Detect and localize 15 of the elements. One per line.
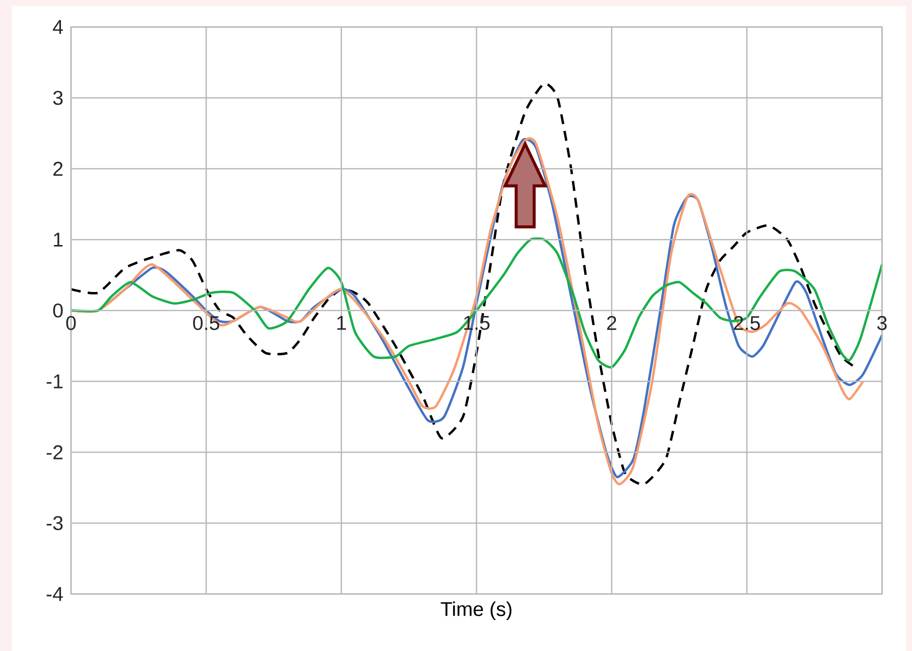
y-tick-label: -2	[46, 445, 62, 460]
y-tick-label: 0	[53, 303, 63, 318]
x-axis-title: Time (s)	[440, 601, 512, 620]
y-tick-label: 3	[53, 90, 63, 105]
x-tick-label: 0	[66, 316, 76, 330]
x-tick-label: 1	[337, 316, 346, 330]
x-tick-label: 0.5	[193, 316, 220, 330]
y-tick-label: 1	[54, 232, 63, 246]
y-tick-label: 4	[52, 20, 63, 34]
y-tick-label: -1	[46, 374, 63, 388]
y-tick-label: 2	[53, 162, 62, 176]
y-tick-label: -3	[46, 516, 63, 530]
x-tick-label: 3	[877, 316, 887, 330]
x-tick-label: 2	[607, 316, 616, 330]
y-tick-label: -4	[46, 587, 63, 601]
